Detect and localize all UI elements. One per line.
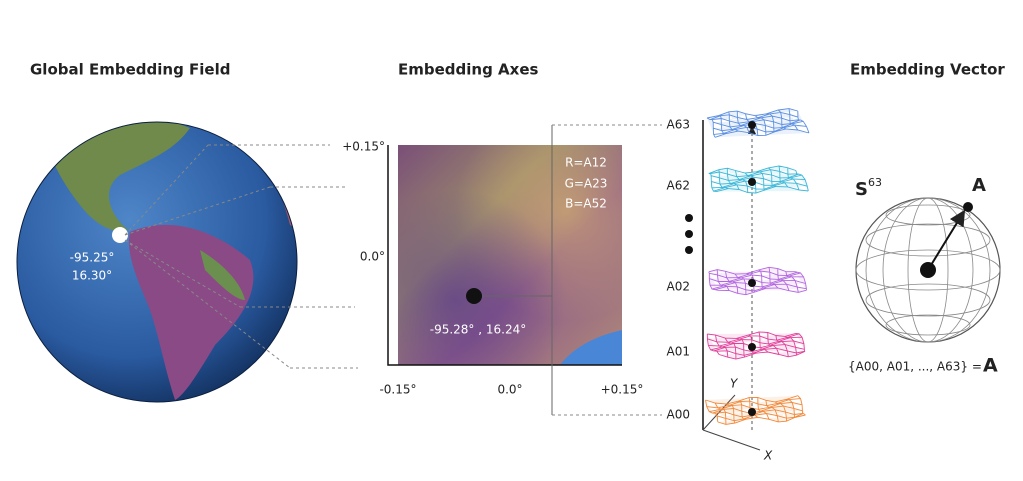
layer-grid	[748, 121, 756, 129]
channel-label: G=A23	[565, 177, 608, 191]
globe	[16, 121, 298, 403]
layer-label: A02	[667, 280, 690, 294]
sphere	[855, 197, 1001, 343]
layer-label: A01	[667, 345, 690, 359]
point-lat: 16.30°	[72, 269, 112, 283]
y-tick-label: +0.15°	[342, 140, 385, 154]
origin	[920, 262, 936, 278]
point-lon: -95.25°	[70, 251, 115, 265]
equation-result: A	[983, 355, 998, 377]
connector-lines	[124, 144, 358, 369]
y-tick-label: 0.0°	[360, 250, 385, 264]
layer-grid	[708, 165, 809, 194]
layer-label: A00	[667, 408, 690, 422]
axis-lines	[387, 145, 622, 366]
sphere-exponent: 63	[868, 176, 882, 189]
embedding-image	[398, 145, 622, 365]
connector-lines	[552, 124, 662, 416]
vector-label: A	[972, 175, 986, 196]
globe-title: Global Embedding Field	[30, 61, 230, 79]
vector-arrow	[927, 209, 966, 271]
x-tick-label: 0.0°	[497, 383, 522, 397]
layer-grid	[748, 408, 756, 416]
axis-y-label: Y	[730, 377, 739, 391]
layer-label: A62	[667, 179, 690, 193]
layer-stack	[685, 108, 810, 451]
layer-grid	[706, 331, 806, 360]
vector-tip	[963, 202, 973, 212]
x-tick-label: +0.15°	[601, 383, 644, 397]
layer-grid	[706, 108, 810, 138]
axes-title: Embedding Axes	[398, 61, 538, 79]
point-label: -95.28° , 16.24°	[430, 323, 526, 337]
layer-grid	[748, 279, 756, 287]
x-tick-label: -0.15°	[379, 383, 416, 397]
point	[466, 288, 482, 304]
layer-grid	[748, 343, 756, 351]
layer-grid	[708, 266, 807, 296]
equation: {A00, A01, ..., A63} =	[848, 360, 982, 374]
pointer-line	[474, 125, 553, 415]
layer-grid	[748, 178, 756, 186]
channel-label: B=A52	[565, 197, 607, 211]
layer-label: A63	[667, 118, 690, 132]
layer-grid	[705, 395, 806, 425]
axis-x-label: X	[763, 449, 773, 463]
vector-title: Embedding Vector	[850, 61, 1005, 79]
sphere-label: S	[855, 179, 868, 200]
channel-label: R=A12	[565, 156, 607, 170]
